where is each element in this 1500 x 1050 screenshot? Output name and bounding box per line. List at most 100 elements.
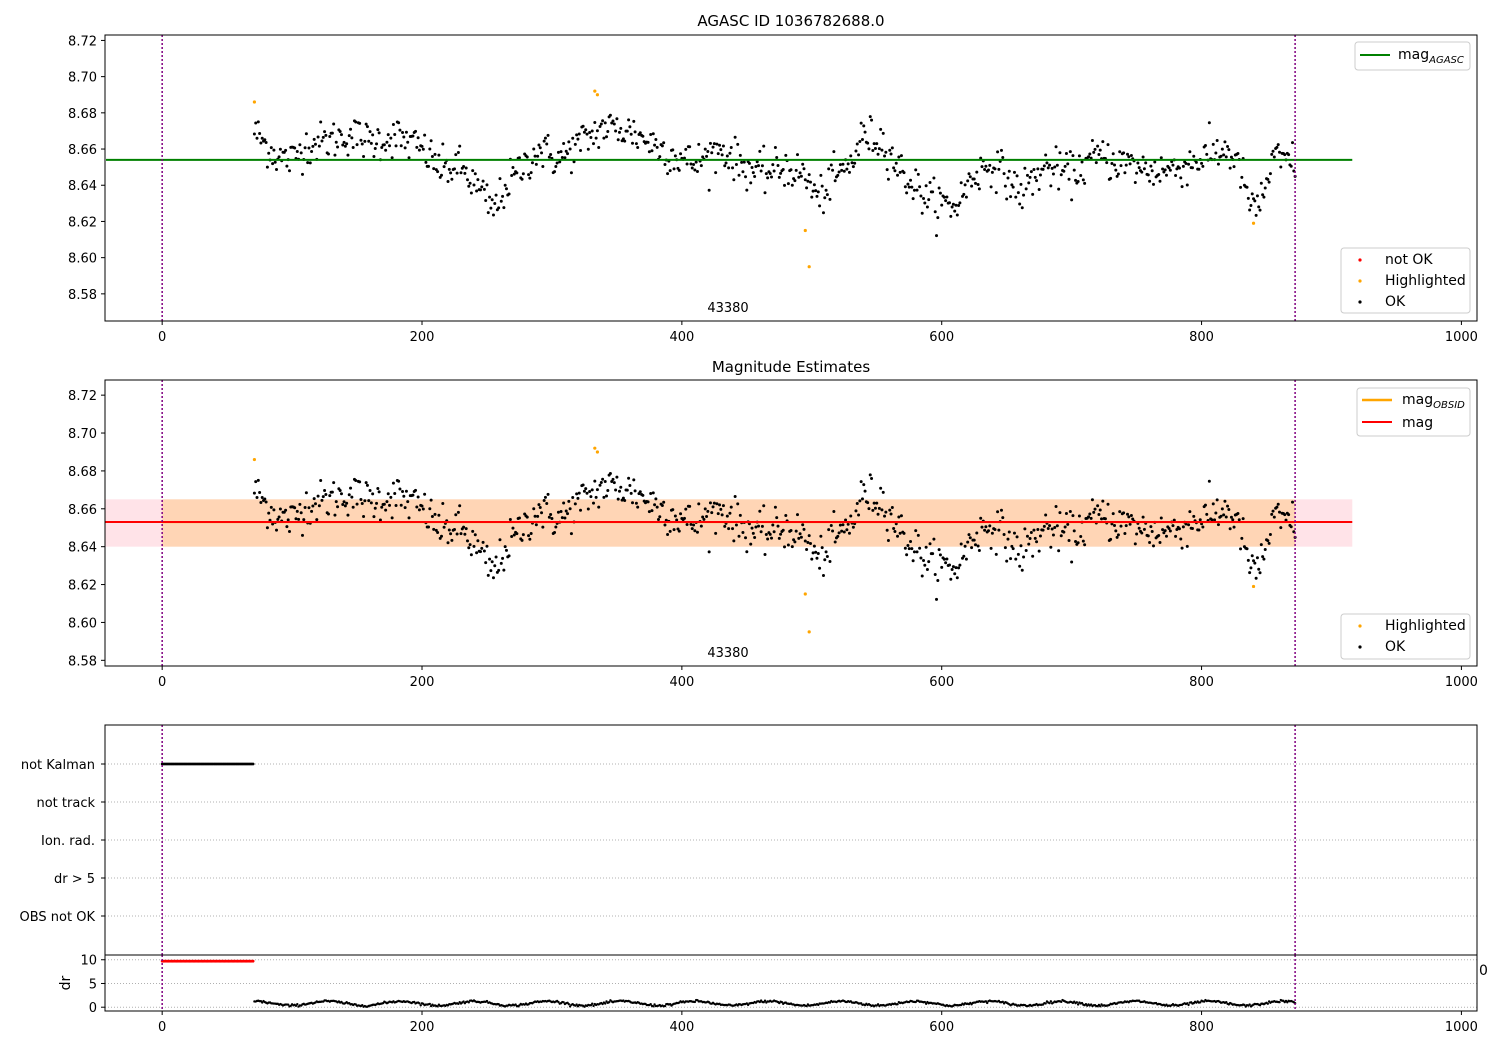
- ok-point: [417, 148, 421, 152]
- ok-point: [1023, 527, 1027, 531]
- ok-point: [688, 504, 692, 508]
- ok-point: [550, 517, 554, 521]
- highlighted-point: [803, 228, 807, 233]
- ok-point: [781, 528, 785, 532]
- ok-point: [1041, 167, 1045, 171]
- ok-point: [784, 513, 788, 517]
- ok-point: [938, 191, 942, 195]
- ok-point: [602, 495, 606, 499]
- ok-point: [347, 134, 351, 138]
- ok-point: [452, 528, 456, 532]
- ok-point: [338, 488, 342, 492]
- ok-point: [293, 506, 297, 510]
- ok-point: [871, 508, 875, 512]
- ok-point: [773, 146, 777, 150]
- ok-point: [1051, 172, 1055, 176]
- y-tick-label: 8.58: [68, 288, 97, 303]
- ok-point: [811, 551, 815, 555]
- ok-point: [485, 183, 489, 187]
- ok-point: [430, 515, 434, 519]
- ok-point: [465, 178, 469, 182]
- y-tick-label: 8.72: [68, 389, 97, 404]
- ok-point: [858, 499, 862, 503]
- ok-point: [399, 144, 403, 148]
- ok-point: [672, 528, 676, 532]
- ok-point: [753, 536, 757, 540]
- ok-point: [873, 506, 877, 510]
- ok-point: [1146, 173, 1150, 177]
- ok-point: [497, 206, 501, 210]
- ok-point: [608, 471, 612, 475]
- ok-point: [471, 529, 475, 533]
- ok-point: [1287, 153, 1291, 157]
- ok-point: [1070, 198, 1074, 202]
- ok-point: [1258, 208, 1262, 212]
- ok-point: [1050, 166, 1054, 170]
- ok-point: [1092, 510, 1096, 514]
- y-tick-label: 8.68: [68, 107, 97, 122]
- ok-point: [770, 175, 774, 179]
- ok-point: [567, 499, 571, 503]
- ok-point: [638, 490, 642, 494]
- ok-point: [440, 534, 444, 538]
- ok-point: [1072, 168, 1076, 172]
- ok-point: [612, 122, 616, 126]
- ok-point: [429, 139, 433, 143]
- ok-point: [736, 142, 740, 146]
- ok-point: [1029, 530, 1033, 534]
- ok-point: [333, 513, 337, 517]
- ok-point: [391, 122, 395, 126]
- ok-point: [332, 122, 336, 126]
- dr-point: [457, 1002, 460, 1006]
- ok-point: [1214, 151, 1218, 155]
- ok-point: [582, 130, 586, 134]
- ok-point: [1248, 208, 1252, 212]
- ok-point: [1136, 161, 1140, 165]
- ok-point: [1211, 502, 1215, 506]
- dr-point: [467, 1001, 470, 1004]
- ok-point: [287, 169, 291, 173]
- ok-point: [345, 501, 349, 505]
- ok-point: [964, 557, 968, 561]
- ok-point: [1048, 524, 1052, 528]
- ok-point: [393, 132, 397, 136]
- ok-point: [807, 173, 811, 177]
- ok-point: [602, 136, 606, 140]
- ok-point: [1253, 561, 1257, 565]
- ok-point: [805, 547, 809, 551]
- ok-point: [1059, 534, 1063, 538]
- ok-point: [737, 173, 741, 177]
- x-tick-label: 200: [410, 675, 435, 690]
- ok-point: [319, 120, 323, 124]
- ok-point: [959, 542, 963, 546]
- ok-point: [741, 170, 745, 174]
- ok-point: [1031, 192, 1035, 196]
- ok-point: [786, 182, 790, 186]
- ok-point: [810, 195, 814, 199]
- ok-point: [304, 491, 308, 495]
- ok-point: [1239, 185, 1243, 189]
- ok-point: [554, 164, 558, 168]
- dr-point: [1076, 1003, 1080, 1006]
- ok-point: [543, 136, 547, 140]
- ok-point: [668, 169, 672, 173]
- ok-point: [286, 518, 290, 522]
- dr-x-tick-label: 200: [410, 1020, 435, 1035]
- ok-point: [598, 483, 602, 487]
- ok-point: [1096, 144, 1100, 148]
- ok-point: [996, 510, 1000, 514]
- not-kalman-point: [251, 762, 255, 766]
- ok-point: [922, 559, 926, 563]
- ok-point: [1249, 204, 1253, 208]
- ok-point: [1106, 502, 1110, 506]
- ok-point: [811, 189, 815, 193]
- ok-point: [933, 210, 937, 214]
- ok-point: [798, 171, 802, 175]
- x-tick-label: 800: [1189, 675, 1214, 690]
- ok-point: [553, 530, 557, 534]
- ok-point: [963, 183, 967, 187]
- ok-point: [1109, 537, 1113, 541]
- ok-point: [1226, 504, 1230, 508]
- ok-point: [942, 195, 946, 199]
- ok-point: [278, 507, 282, 511]
